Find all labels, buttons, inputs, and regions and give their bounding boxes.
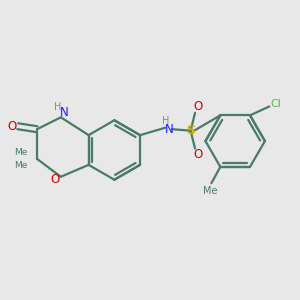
Text: O: O (194, 148, 203, 161)
Text: Me: Me (203, 186, 217, 196)
Text: Me: Me (14, 148, 27, 157)
Text: H: H (162, 116, 169, 126)
Text: Cl: Cl (271, 99, 281, 109)
Text: H: H (54, 102, 61, 112)
Text: Me: Me (14, 161, 27, 170)
Text: O: O (50, 173, 59, 186)
Text: N: N (60, 106, 69, 119)
Text: O: O (7, 120, 16, 133)
Text: O: O (194, 100, 203, 113)
Text: N: N (164, 123, 173, 136)
Text: S: S (186, 124, 195, 137)
